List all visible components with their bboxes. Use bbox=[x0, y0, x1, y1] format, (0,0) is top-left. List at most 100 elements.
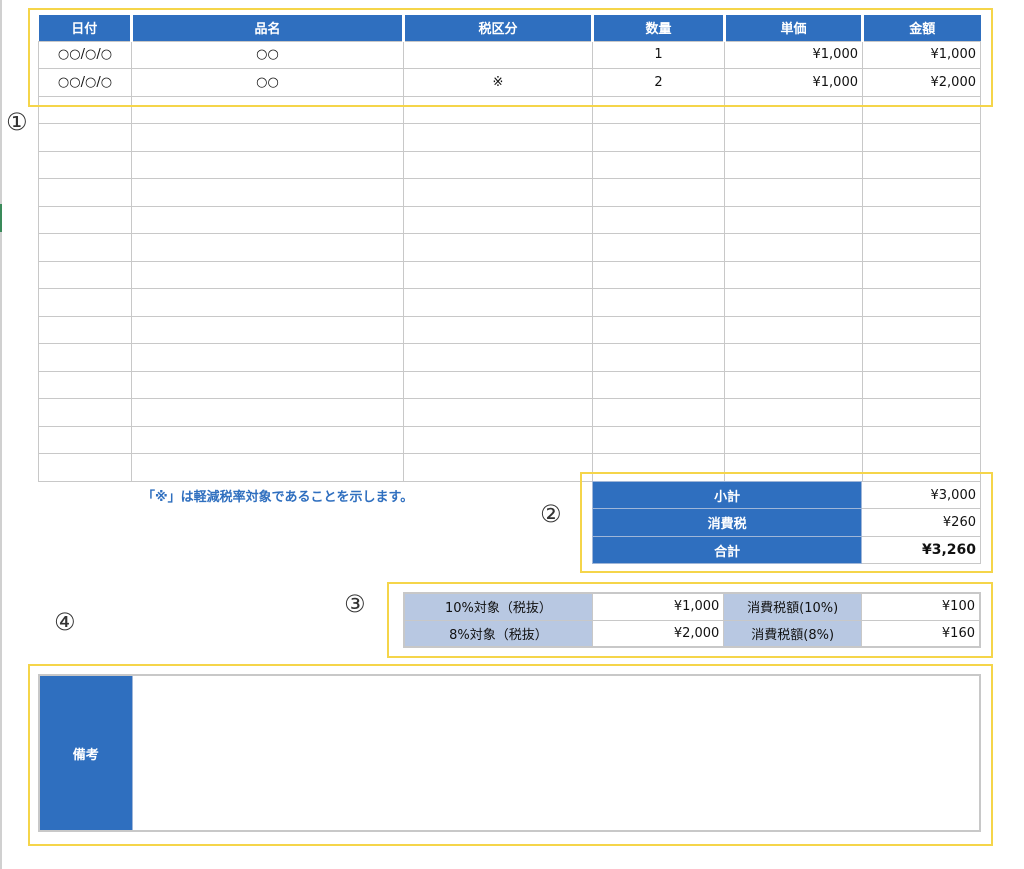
empty-cell[interactable] bbox=[131, 205, 404, 234]
taxable-8-amount[interactable]: ¥2,000 bbox=[591, 619, 725, 648]
empty-cell[interactable] bbox=[131, 123, 404, 152]
cell-item-name[interactable]: ○○ bbox=[131, 40, 404, 69]
empty-cell[interactable] bbox=[592, 150, 725, 179]
empty-cell[interactable] bbox=[403, 398, 593, 427]
header-date: 日付 bbox=[38, 15, 132, 41]
empty-cell[interactable] bbox=[403, 453, 593, 482]
empty-cell[interactable] bbox=[862, 260, 981, 289]
empty-cell[interactable] bbox=[862, 123, 981, 152]
empty-cell[interactable] bbox=[592, 205, 725, 234]
empty-cell[interactable] bbox=[724, 425, 863, 454]
empty-cell[interactable] bbox=[592, 425, 725, 454]
empty-cell[interactable] bbox=[862, 95, 981, 124]
empty-cell[interactable] bbox=[724, 398, 863, 427]
empty-cell[interactable] bbox=[403, 205, 593, 234]
empty-cell[interactable] bbox=[131, 343, 404, 372]
empty-cell[interactable] bbox=[403, 123, 593, 152]
table-row bbox=[38, 123, 981, 152]
empty-cell[interactable] bbox=[38, 453, 132, 482]
cell-date[interactable]: ○○/○/○ bbox=[38, 68, 132, 97]
header-tax-category: 税区分 bbox=[402, 15, 593, 41]
empty-cell[interactable] bbox=[403, 425, 593, 454]
empty-cell[interactable] bbox=[131, 260, 404, 289]
empty-cell[interactable] bbox=[38, 343, 132, 372]
empty-cell[interactable] bbox=[862, 453, 981, 482]
marker-2: ② bbox=[540, 500, 562, 528]
empty-cell[interactable] bbox=[38, 288, 132, 317]
cell-unit-price[interactable]: ¥1,000 bbox=[724, 68, 863, 97]
total-value[interactable]: ¥3,260 bbox=[861, 536, 981, 564]
empty-cell[interactable] bbox=[724, 205, 863, 234]
empty-cell[interactable] bbox=[403, 95, 593, 124]
empty-cell[interactable] bbox=[724, 343, 863, 372]
empty-cell[interactable] bbox=[862, 288, 981, 317]
empty-cell[interactable] bbox=[38, 315, 132, 344]
empty-cell[interactable] bbox=[592, 260, 725, 289]
empty-cell[interactable] bbox=[38, 150, 132, 179]
empty-cell[interactable] bbox=[862, 315, 981, 344]
taxable-10-amount[interactable]: ¥1,000 bbox=[591, 592, 725, 621]
empty-cell[interactable] bbox=[38, 260, 132, 289]
empty-cell[interactable] bbox=[724, 260, 863, 289]
empty-cell[interactable] bbox=[131, 288, 404, 317]
reduced-rate-note: 「※」は軽減税率対象であることを示します。 bbox=[142, 490, 414, 505]
empty-cell[interactable] bbox=[724, 288, 863, 317]
empty-cell[interactable] bbox=[131, 178, 404, 207]
empty-cell[interactable] bbox=[592, 315, 725, 344]
empty-cell[interactable] bbox=[403, 343, 593, 372]
empty-cell[interactable] bbox=[862, 425, 981, 454]
empty-cell[interactable] bbox=[724, 370, 863, 399]
empty-cell[interactable] bbox=[38, 370, 132, 399]
empty-cell[interactable] bbox=[724, 315, 863, 344]
empty-cell[interactable] bbox=[403, 288, 593, 317]
tax-8-amount[interactable]: ¥160 bbox=[861, 619, 981, 648]
empty-cell[interactable] bbox=[131, 233, 404, 262]
empty-cell[interactable] bbox=[592, 398, 725, 427]
remarks-field[interactable] bbox=[131, 674, 981, 832]
empty-cell[interactable] bbox=[131, 453, 404, 482]
empty-cell[interactable] bbox=[724, 453, 863, 482]
empty-cell[interactable] bbox=[38, 398, 132, 427]
empty-cell[interactable] bbox=[403, 178, 593, 207]
empty-cell[interactable] bbox=[862, 178, 981, 207]
cell-item-name[interactable]: ○○ bbox=[131, 68, 404, 97]
empty-cell[interactable] bbox=[724, 233, 863, 262]
empty-cell[interactable] bbox=[592, 370, 725, 399]
empty-cell[interactable] bbox=[131, 425, 404, 454]
empty-cell[interactable] bbox=[592, 453, 725, 482]
empty-cell[interactable] bbox=[862, 233, 981, 262]
empty-cell[interactable] bbox=[38, 425, 132, 454]
empty-cell[interactable] bbox=[862, 205, 981, 234]
empty-cell[interactable] bbox=[38, 205, 132, 234]
empty-cell[interactable] bbox=[131, 370, 404, 399]
highlight-box-4 bbox=[28, 664, 993, 846]
tax-10-label: 消費税額(10%) bbox=[723, 592, 863, 621]
empty-cell[interactable] bbox=[38, 123, 132, 152]
empty-cell[interactable] bbox=[724, 150, 863, 179]
empty-cell[interactable] bbox=[403, 150, 593, 179]
empty-cell[interactable] bbox=[724, 178, 863, 207]
empty-cell[interactable] bbox=[862, 398, 981, 427]
empty-cell[interactable] bbox=[592, 288, 725, 317]
empty-cell[interactable] bbox=[131, 398, 404, 427]
empty-cell[interactable] bbox=[403, 233, 593, 262]
empty-cell[interactable] bbox=[862, 343, 981, 372]
cell-date[interactable]: ○○/○/○ bbox=[38, 40, 132, 69]
empty-cell[interactable] bbox=[862, 150, 981, 179]
empty-cell[interactable] bbox=[38, 178, 132, 207]
empty-cell[interactable] bbox=[403, 315, 593, 344]
empty-cell[interactable] bbox=[592, 178, 725, 207]
empty-cell[interactable] bbox=[38, 233, 132, 262]
empty-cell[interactable] bbox=[862, 370, 981, 399]
empty-cell[interactable] bbox=[592, 233, 725, 262]
marker-1: ① bbox=[6, 108, 28, 136]
empty-cell[interactable] bbox=[724, 123, 863, 152]
cell-unit-price[interactable]: ¥1,000 bbox=[724, 40, 863, 69]
empty-cell[interactable] bbox=[131, 315, 404, 344]
empty-cell[interactable] bbox=[131, 150, 404, 179]
empty-cell[interactable] bbox=[592, 343, 725, 372]
empty-cell[interactable] bbox=[403, 370, 593, 399]
cell-amount[interactable]: ¥2,000 bbox=[862, 68, 981, 97]
empty-cell[interactable] bbox=[403, 260, 593, 289]
empty-cell[interactable] bbox=[592, 123, 725, 152]
